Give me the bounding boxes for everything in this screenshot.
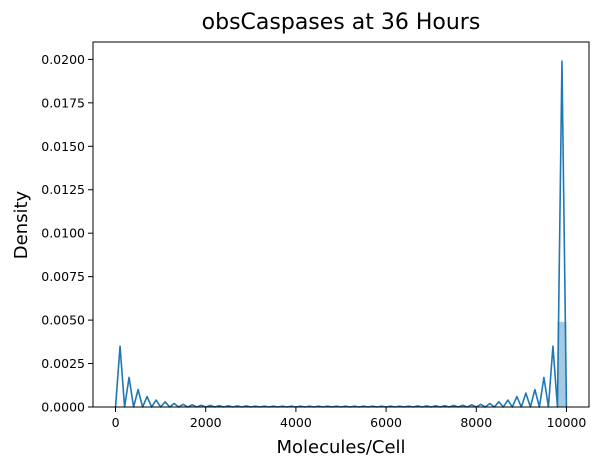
y-tick-label: 0.0200	[41, 52, 85, 67]
x-tick-label: 10000	[547, 415, 587, 430]
y-tick-label: 0.0075	[41, 269, 85, 284]
x-axis: 0 2000 4000 6000 8000 10000	[112, 407, 587, 430]
y-tick-label: 0.0150	[41, 139, 85, 154]
y-tick-label: 0.0050	[41, 313, 85, 328]
y-tick-label: 0.0000	[41, 400, 85, 415]
density-line-0	[114, 60, 568, 408]
x-tick-label: 0	[112, 415, 120, 430]
x-tick-label: 4000	[280, 415, 312, 430]
y-tick-label: 0.0100	[41, 226, 85, 241]
y-tick-label: 0.0025	[41, 356, 85, 371]
histogram-bar-0	[557, 321, 567, 407]
y-tick-label: 0.0125	[41, 182, 85, 197]
x-tick-label: 8000	[460, 415, 492, 430]
x-axis-title: Molecules/Cell	[276, 437, 405, 458]
plot-frame	[92, 41, 590, 408]
plot-area	[114, 60, 568, 408]
chart-title: obsCaspases at 36 Hours	[202, 10, 481, 35]
y-axis-title: Density	[11, 190, 32, 259]
y-tick-label: 0.0175	[41, 95, 85, 110]
y-axis: 0.0000 0.0025 0.0050 0.0075 0.0100 0.0125 0.01…	[41, 52, 93, 415]
x-tick-label: 6000	[370, 415, 402, 430]
x-tick-label: 2000	[190, 415, 222, 430]
